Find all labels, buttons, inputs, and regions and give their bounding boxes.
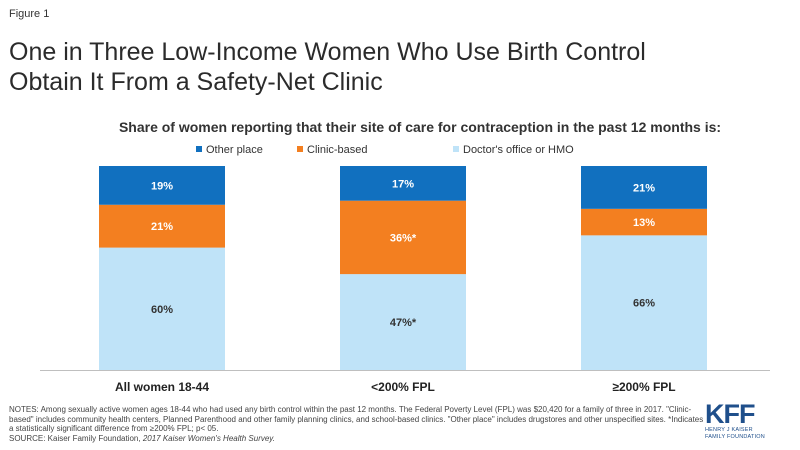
notes: NOTES: Among sexually active women ages … <box>9 405 709 443</box>
data-label-clinic-based-3: 13% <box>633 217 655 229</box>
notes-text: NOTES: Among sexually active women ages … <box>9 405 704 433</box>
bar-clinic-based-1 <box>99 204 225 248</box>
logo-subline-2: FAMILY FOUNDATION <box>705 433 765 440</box>
legend-label-other-place: Other place <box>206 144 263 156</box>
bar-other-place-3 <box>581 166 707 209</box>
bar-doctor-s-office-or-hmo-2 <box>340 274 466 370</box>
bar-clinic-based-3 <box>581 208 707 236</box>
category-label-1: All women 18-44 <box>115 380 209 394</box>
data-label-other-place-1: 19% <box>151 180 173 192</box>
data-label-other-place-3: 21% <box>633 182 655 194</box>
legend-label-clinic-based: Clinic-based <box>307 144 368 156</box>
data-label-clinic-based-2: 36%* <box>390 232 417 244</box>
data-label-other-place-2: 17% <box>392 178 414 190</box>
chart-title: One in Three Low-Income Women Who Use Bi… <box>9 38 646 96</box>
chart-subtitle: Share of women reporting that their site… <box>118 119 722 135</box>
logo-subline-1: HENRY J KAISER <box>705 427 753 433</box>
source-prefix: SOURCE: Kaiser Family Foundation, <box>9 433 143 443</box>
kff-logo: KFF HENRY J KAISER FAMILY FOUNDATION <box>705 401 791 443</box>
bar-doctor-s-office-or-hmo-3 <box>581 235 707 370</box>
category-label-2: <200% FPL <box>371 380 435 394</box>
data-label-doctor-s-office-or-hmo-1: 60% <box>151 304 173 316</box>
bar-doctor-s-office-or-hmo-1 <box>99 247 225 370</box>
legend-swatch-doctor-s-office-or-hmo <box>453 146 459 152</box>
category-label-3: ≥200% FPL <box>612 380 675 394</box>
data-label-doctor-s-office-or-hmo-2: 47%* <box>390 317 417 329</box>
stacked-bar-chart: Other place Clinic-based Doctor's office o… <box>40 144 770 394</box>
source-survey: 2017 Kaiser Women's Health Survey. <box>142 433 275 443</box>
data-label-clinic-based-1: 21% <box>151 221 173 233</box>
legend-swatch-other-place <box>196 146 202 152</box>
legend-swatch-clinic-based <box>297 146 303 152</box>
bar-other-place-1 <box>99 166 225 205</box>
logo-wordmark: KFF <box>705 399 755 429</box>
data-label-doctor-s-office-or-hmo-3: 66% <box>633 298 655 310</box>
legend-label-doctor-s-office-or-hmo: Doctor's office or HMO <box>463 144 574 156</box>
figure-label: Figure 1 <box>9 8 50 20</box>
source-line: SOURCE: Kaiser Family Foundation, 2017 K… <box>9 434 709 444</box>
bar-other-place-2 <box>340 166 466 201</box>
bar-clinic-based-2 <box>340 200 466 275</box>
